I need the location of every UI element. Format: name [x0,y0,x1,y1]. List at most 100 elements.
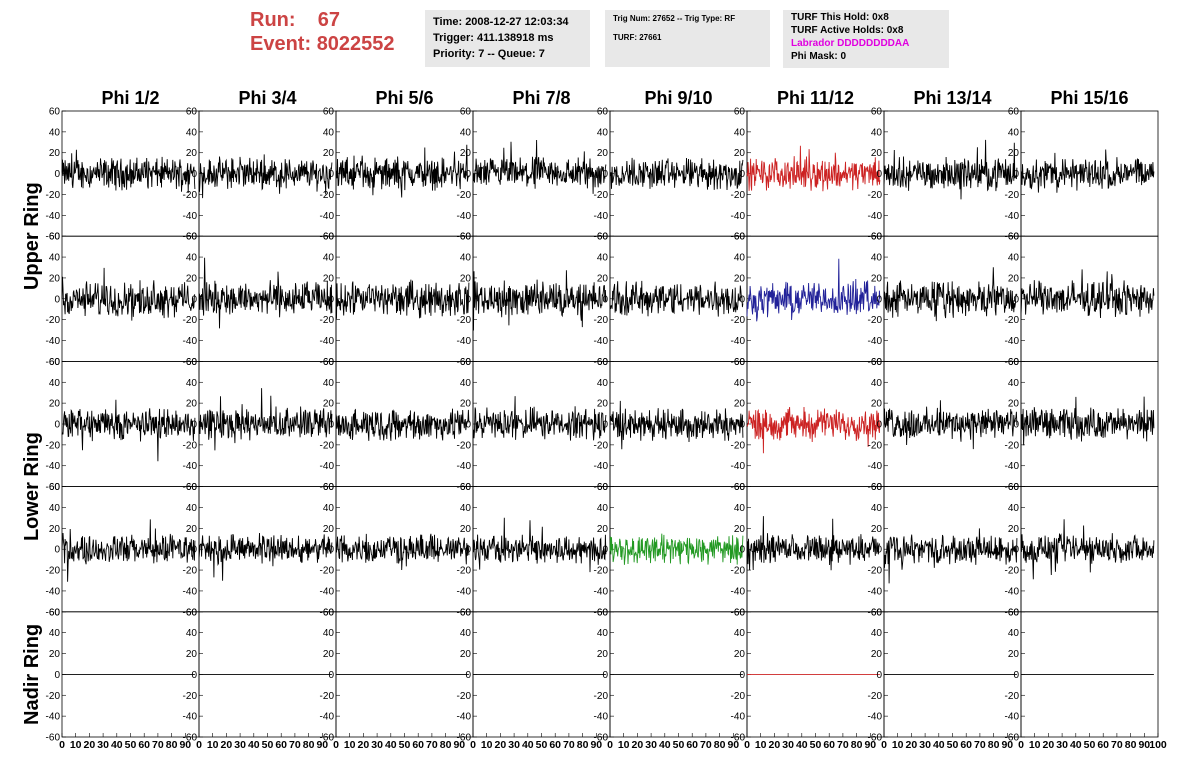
y-tick-label: -60 [868,482,883,493]
y-tick-label: -40 [594,461,609,472]
y-tick-label: -40 [183,336,198,347]
y-tick-label: 0 [739,420,745,431]
x-tick-label: 10 [207,739,219,751]
y-tick-label: -20 [183,440,198,451]
y-tick-label: -60 [183,357,198,368]
phi-mask-text: Phi Mask: 0 [791,51,847,62]
y-tick-label: 0 [739,169,745,180]
y-tick-label: 40 [323,253,335,264]
y-tick-label: -60 [868,607,883,618]
y-tick-label: -40 [594,586,609,597]
waveform-trace [746,145,881,192]
y-tick-label: 20 [49,273,61,284]
y-tick-label: 40 [49,253,61,264]
x-tick-label: 80 [303,739,315,751]
y-tick-label: 60 [186,107,198,118]
y-tick-label: 20 [186,524,198,535]
y-tick-label: 40 [460,628,472,639]
y-tick-label: 0 [1013,670,1019,681]
y-tick-label: -40 [46,461,61,472]
y-tick-label: 60 [871,107,883,118]
x-tick-label: 30 [1056,739,1068,751]
y-tick-label: -20 [457,315,472,326]
x-tick-label: 80 [851,739,863,751]
y-tick-label: 40 [186,503,198,514]
y-tick-label: -20 [1005,566,1020,577]
y-tick-label: -60 [731,232,746,243]
y-tick-label: -40 [457,461,472,472]
y-tick-label: 0 [328,545,334,556]
y-tick-label: 20 [460,273,472,284]
x-tick-label: 60 [275,739,287,751]
y-tick-label: 40 [734,378,746,389]
y-tick-label: -20 [731,691,746,702]
y-tick-label: 60 [186,232,198,243]
turf-active-holds-text: TURF Active Holds: 0x8 [791,25,904,36]
y-tick-label: 60 [460,357,472,368]
waveform-trace [198,388,333,451]
y-tick-label: -60 [594,733,609,744]
x-tick-label: 0 [59,739,65,751]
y-tick-label: 40 [323,127,335,138]
y-tick-label: 20 [186,399,198,410]
x-tick-label: 10 [344,739,356,751]
y-tick-label: -40 [46,211,61,222]
y-tick-label: 40 [597,127,609,138]
x-tick-label: 50 [125,739,137,751]
x-tick-label: 60 [138,739,150,751]
y-tick-label: 60 [49,607,61,618]
y-tick-label: 0 [328,670,334,681]
y-tick-label: 20 [49,649,61,660]
waveform-trace [746,406,881,454]
y-tick-label: 60 [460,107,472,118]
y-tick-label: -60 [457,357,472,368]
y-tick-label: -60 [320,482,335,493]
y-tick-label: 40 [1008,628,1020,639]
y-tick-label: -40 [731,712,746,723]
x-tick-label: 0 [607,739,613,751]
x-tick-label: 70 [563,739,575,751]
y-tick-label: -60 [868,733,883,744]
y-tick-label: 20 [597,649,609,660]
x-tick-label: 10 [755,739,767,751]
y-tick-label: 0 [54,420,60,431]
y-tick-label: -60 [594,232,609,243]
y-tick-label: 40 [49,503,61,514]
y-tick-label: -20 [183,691,198,702]
y-tick-label: -40 [1005,461,1020,472]
y-tick-label: -40 [457,211,472,222]
y-tick-label: -40 [320,586,335,597]
y-tick-label: 40 [49,127,61,138]
x-tick-label: 20 [632,739,644,751]
waveform-trace [472,517,607,573]
y-tick-label: -60 [46,733,61,744]
y-tick-label: 60 [186,357,198,368]
y-tick-label: 60 [186,482,198,493]
y-tick-label: -60 [320,232,335,243]
y-tick-label: 60 [1008,357,1020,368]
y-tick-label: -40 [868,712,883,723]
y-tick-label: -60 [183,482,198,493]
y-tick-label: -20 [457,566,472,577]
x-tick-label: 60 [823,739,835,751]
run-label: Run: [250,9,296,31]
waveform-trace [1020,269,1155,319]
y-tick-label: -60 [594,357,609,368]
y-tick-label: -60 [46,357,61,368]
y-tick-label: -20 [594,190,609,201]
column-header: Phi 5/6 [375,88,433,108]
y-tick-label: 60 [323,482,335,493]
y-tick-label: 40 [597,503,609,514]
x-tick-label: 60 [960,739,972,751]
y-tick-label: 20 [323,649,335,660]
y-tick-label: -40 [731,211,746,222]
y-tick-label: -60 [320,607,335,618]
y-tick-label: 20 [734,273,746,284]
y-tick-label: 60 [597,232,609,243]
y-tick-label: -60 [457,607,472,618]
y-tick-label: -40 [457,336,472,347]
column-header: Phi 9/10 [644,88,712,108]
y-tick-label: -60 [1005,357,1020,368]
y-tick-label: 20 [871,148,883,159]
